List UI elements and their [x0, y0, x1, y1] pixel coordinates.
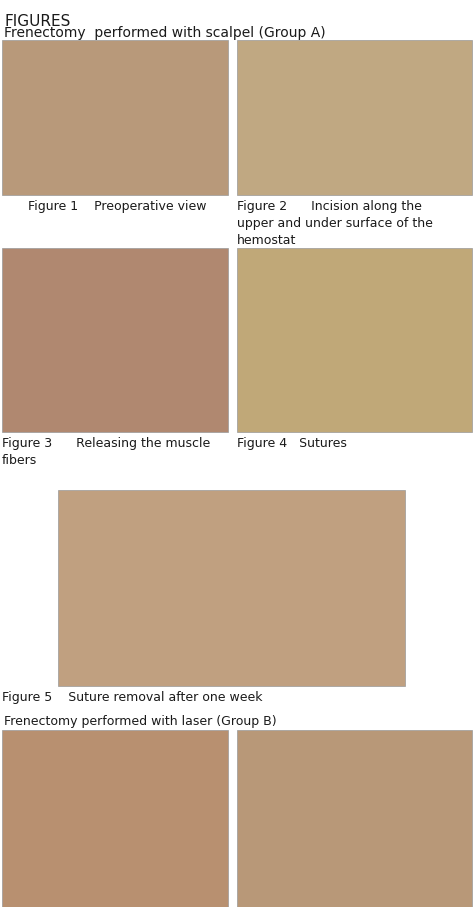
Bar [2, 40, 228, 195]
Text: Frenectomy performed with laser (Group B): Frenectomy performed with laser (Group B… [4, 715, 277, 728]
Bar [58, 490, 405, 686]
Text: FIGURES: FIGURES [4, 14, 70, 29]
Text: Figure 2      Incision along the
upper and under surface of the
hemostat: Figure 2 Incision along the upper and un… [237, 200, 433, 247]
Text: Figure 3      Releasing the muscle
fibers: Figure 3 Releasing the muscle fibers [2, 437, 210, 467]
Bar [2, 248, 228, 432]
Bar [2, 730, 228, 907]
Text: Figure 1    Preoperative view: Figure 1 Preoperative view [28, 200, 207, 213]
Text: Frenectomy  performed with scalpel (Group A): Frenectomy performed with scalpel (Group… [4, 26, 326, 40]
Text: Figure 4   Sutures: Figure 4 Sutures [237, 437, 347, 450]
Bar [237, 40, 472, 195]
Text: Figure 5    Suture removal after one week: Figure 5 Suture removal after one week [2, 691, 263, 704]
Bar [237, 730, 472, 907]
Bar [237, 248, 472, 432]
